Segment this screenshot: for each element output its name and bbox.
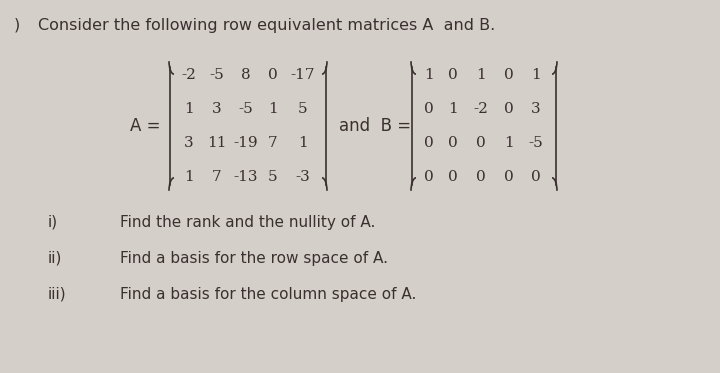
Text: 1: 1 (504, 136, 514, 150)
Text: 3: 3 (531, 102, 541, 116)
Text: 1: 1 (184, 170, 194, 184)
Text: -3: -3 (296, 170, 310, 184)
Text: 7: 7 (268, 136, 278, 150)
Text: -2: -2 (181, 68, 197, 82)
Text: Consider the following row equivalent matrices A  and B.: Consider the following row equivalent ma… (38, 18, 495, 33)
Text: 11: 11 (207, 136, 227, 150)
Text: 1: 1 (184, 102, 194, 116)
Text: 1: 1 (268, 102, 278, 116)
Text: ii): ii) (48, 251, 63, 266)
Text: 5: 5 (298, 102, 308, 116)
Text: -13: -13 (234, 170, 258, 184)
Text: ): ) (14, 18, 30, 33)
Text: 0: 0 (268, 68, 278, 82)
Text: Find a basis for the row space of A.: Find a basis for the row space of A. (120, 251, 388, 266)
Text: iii): iii) (48, 286, 67, 301)
Text: 0: 0 (424, 170, 434, 184)
Text: 0: 0 (424, 102, 434, 116)
Text: Find the rank and the nullity of A.: Find the rank and the nullity of A. (120, 214, 375, 229)
Text: 0: 0 (504, 170, 514, 184)
Text: 3: 3 (212, 102, 222, 116)
Text: 0: 0 (504, 102, 514, 116)
Text: 0: 0 (448, 68, 458, 82)
Text: -5: -5 (528, 136, 544, 150)
Text: 0: 0 (476, 136, 486, 150)
Text: 0: 0 (476, 170, 486, 184)
Text: A =: A = (130, 117, 161, 135)
Text: Find a basis for the column space of A.: Find a basis for the column space of A. (120, 286, 416, 301)
Text: -2: -2 (474, 102, 488, 116)
Text: 1: 1 (476, 68, 486, 82)
Text: 0: 0 (504, 68, 514, 82)
Text: -5: -5 (210, 68, 225, 82)
Text: 1: 1 (448, 102, 458, 116)
Text: 5: 5 (268, 170, 278, 184)
Text: 0: 0 (448, 136, 458, 150)
Text: i): i) (48, 214, 58, 229)
Text: 8: 8 (241, 68, 251, 82)
Text: 3: 3 (184, 136, 194, 150)
Text: 0: 0 (424, 136, 434, 150)
Text: 0: 0 (531, 170, 541, 184)
Text: -5: -5 (238, 102, 253, 116)
Text: 0: 0 (448, 170, 458, 184)
Text: and  B =: and B = (339, 117, 411, 135)
Text: 1: 1 (298, 136, 308, 150)
Text: 1: 1 (424, 68, 434, 82)
Text: -17: -17 (291, 68, 315, 82)
Text: -19: -19 (234, 136, 258, 150)
Text: 1: 1 (531, 68, 541, 82)
Text: 7: 7 (212, 170, 222, 184)
